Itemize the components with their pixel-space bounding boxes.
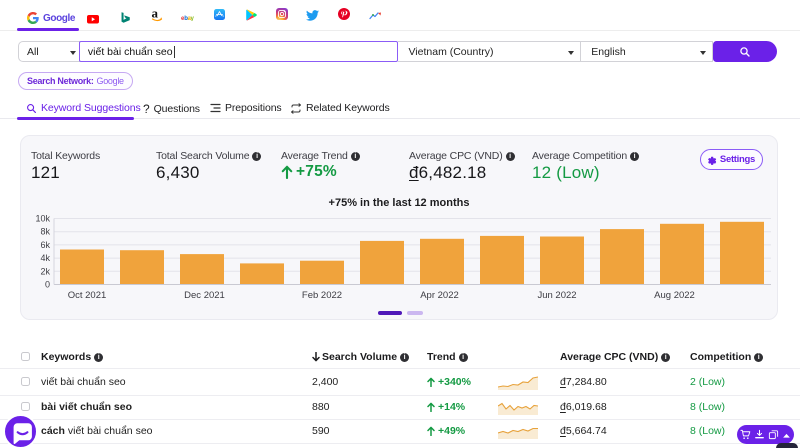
svg-text:Dec 2021: Dec 2021	[184, 290, 225, 301]
svg-text:Feb 2022: Feb 2022	[302, 290, 342, 301]
svg-text:Jun 2022: Jun 2022	[537, 290, 576, 301]
svg-text:Aug 2022: Aug 2022	[654, 290, 695, 301]
svg-text:a: a	[188, 15, 192, 21]
svg-text:y: y	[191, 15, 194, 21]
svg-text:Apr 2022: Apr 2022	[420, 290, 459, 301]
svg-text:6k: 6k	[40, 240, 50, 250]
svg-text:Oct 2021: Oct 2021	[68, 290, 107, 301]
svg-text:8k: 8k	[40, 227, 50, 237]
svg-text:4k: 4k	[40, 253, 50, 263]
svg-text:2k: 2k	[40, 266, 50, 276]
svg-text:a: a	[152, 7, 159, 21]
svg-text:b: b	[184, 15, 188, 21]
svg-text:10k: 10k	[35, 214, 50, 224]
svg-text:0: 0	[45, 280, 50, 290]
svg-text:e: e	[181, 15, 185, 21]
